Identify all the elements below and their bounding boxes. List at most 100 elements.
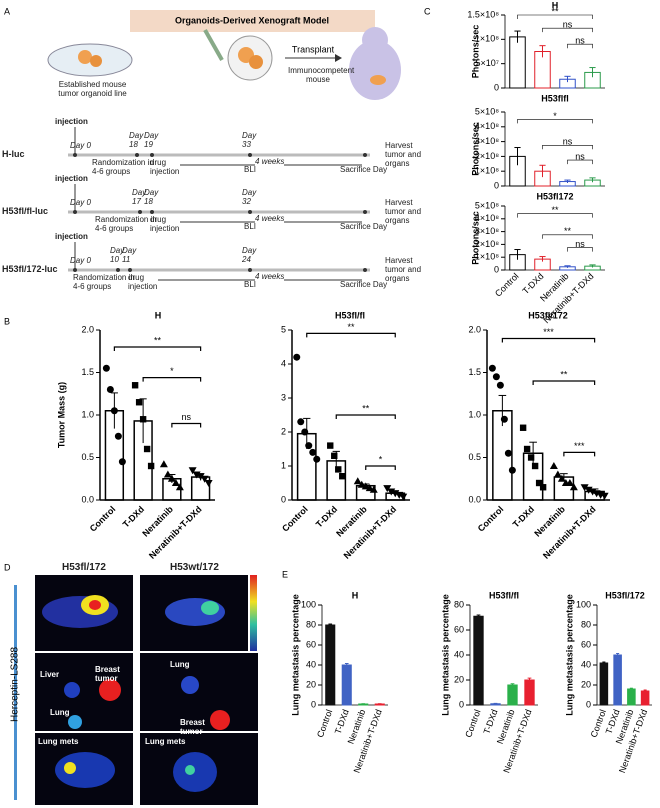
data-point bbox=[293, 353, 301, 361]
significance-bracket bbox=[563, 451, 596, 457]
randomization-label: Randomization in 4-6 groups bbox=[95, 215, 157, 233]
significance-bracket bbox=[532, 380, 596, 385]
day-label: Day 19 bbox=[144, 131, 159, 149]
y-tick-label: 100 bbox=[301, 599, 316, 609]
y-tick-label: 0.0 bbox=[468, 494, 481, 504]
y-tick-label: 40 bbox=[454, 649, 464, 659]
bar bbox=[509, 36, 526, 89]
mouse-head bbox=[362, 27, 388, 53]
y-tick-label: 2.0 bbox=[468, 324, 481, 334]
data-point bbox=[297, 418, 305, 426]
day-label: Day 10 bbox=[110, 246, 125, 264]
significance-label: * bbox=[170, 366, 174, 376]
day-label: Day 24 bbox=[242, 246, 257, 264]
bar bbox=[325, 624, 336, 706]
signal bbox=[210, 710, 230, 730]
significance-label: ** bbox=[564, 226, 572, 236]
sacrifice-label: Sacrifice Day bbox=[340, 280, 388, 289]
y-tick-label: 5×10⁷ bbox=[475, 58, 499, 68]
data-point bbox=[557, 474, 566, 482]
y-tick-label: 4×10⁸ bbox=[475, 121, 499, 131]
significance-label: *** bbox=[543, 327, 554, 337]
timepoint bbox=[363, 153, 367, 157]
y-tick-label: 40 bbox=[581, 659, 591, 669]
bar bbox=[524, 679, 535, 706]
y-tick-label: 1.0 bbox=[81, 409, 94, 419]
y-tick-label: 0.0 bbox=[81, 494, 94, 504]
y-tick-label: 0.5 bbox=[81, 452, 94, 462]
column-label: H53fl/172 bbox=[62, 562, 106, 573]
significance-label: ** bbox=[347, 322, 355, 332]
y-tick-label: 2 bbox=[281, 426, 286, 436]
data-point bbox=[369, 485, 378, 493]
panel-label: E bbox=[282, 569, 288, 579]
significance-bracket bbox=[171, 422, 202, 428]
y-tick-label: 1.0 bbox=[468, 409, 481, 419]
x-tick-label: T-DXd bbox=[333, 708, 351, 735]
injection-label: injection bbox=[55, 117, 88, 126]
y-tick-label: 20 bbox=[454, 674, 464, 684]
panel-label: B bbox=[4, 316, 10, 326]
y-tick-label: 1.5 bbox=[468, 367, 481, 377]
significance-label: ns bbox=[575, 36, 585, 46]
data-point bbox=[175, 483, 184, 491]
data-point bbox=[488, 364, 496, 372]
timeline-name: H53fl/172-luc bbox=[2, 264, 58, 274]
significance-label: * bbox=[553, 111, 557, 121]
organ-label: Breast tumor bbox=[180, 718, 205, 736]
timepoint bbox=[248, 268, 252, 272]
organoid-label: Established mouse tumor organoid line bbox=[58, 80, 127, 98]
data-point bbox=[188, 467, 197, 475]
y-tick-label: 0 bbox=[494, 180, 499, 190]
harvest-label: Harvest tumor and organs bbox=[385, 141, 422, 168]
y-tick-label: 0 bbox=[586, 699, 591, 709]
y-tick-label: 5 bbox=[281, 324, 286, 334]
y-tick-label: 60 bbox=[454, 624, 464, 634]
syringe bbox=[203, 29, 224, 61]
data-point bbox=[399, 493, 408, 501]
y-axis-label: Lung metastasis percentage bbox=[564, 594, 574, 716]
transplant-label: Transplant bbox=[292, 44, 335, 54]
y-tick-label: 80 bbox=[454, 599, 464, 609]
significance-bracket bbox=[365, 465, 396, 470]
arrow-head bbox=[335, 54, 342, 62]
chart-title: H53fl/fl bbox=[335, 310, 365, 320]
timeline-name: H53fl/fl-luc bbox=[2, 206, 49, 216]
signal bbox=[89, 600, 101, 610]
data-point bbox=[383, 485, 392, 493]
y-tick-label: 3×10⁸ bbox=[475, 136, 499, 146]
data-point bbox=[143, 445, 151, 453]
data-point bbox=[539, 484, 547, 491]
y-tick-label: 40 bbox=[306, 659, 316, 669]
duration-label: 4 weeks bbox=[255, 272, 285, 281]
chart-title: H bbox=[552, 0, 559, 10]
y-tick-label: 3 bbox=[281, 392, 286, 402]
data-point bbox=[313, 455, 321, 463]
organ-label: Lung mets bbox=[38, 737, 79, 746]
significance-label: ** bbox=[560, 369, 568, 379]
chart-title: H53fl/172 bbox=[528, 310, 568, 320]
significance-label: *** bbox=[574, 441, 585, 451]
significance-bracket bbox=[501, 337, 596, 343]
injection-label: injection bbox=[55, 232, 88, 241]
significance-bracket bbox=[517, 14, 593, 19]
signal bbox=[99, 679, 121, 701]
sacrifice-label: Sacrifice Day bbox=[340, 222, 388, 231]
x-tick-label: T-DXd bbox=[511, 504, 536, 529]
mouse-label: Immunocompetent mouse bbox=[288, 66, 355, 84]
data-point bbox=[553, 470, 562, 478]
bar bbox=[640, 690, 650, 706]
data-point bbox=[171, 479, 180, 486]
day-label: Day 32 bbox=[242, 188, 257, 206]
data-point bbox=[200, 475, 209, 483]
x-tick-label: Control bbox=[589, 708, 608, 739]
x-tick-label: T-DXd bbox=[314, 504, 339, 529]
significance-bracket bbox=[335, 414, 396, 419]
x-tick-label: Control bbox=[280, 504, 310, 534]
signal bbox=[64, 682, 80, 698]
data-point bbox=[580, 484, 589, 492]
chart-title: H53fl/172 bbox=[605, 590, 645, 600]
y-tick-label: 2×10⁸ bbox=[475, 239, 499, 249]
randomization-label: Randomization in 4-6 groups bbox=[73, 273, 135, 291]
